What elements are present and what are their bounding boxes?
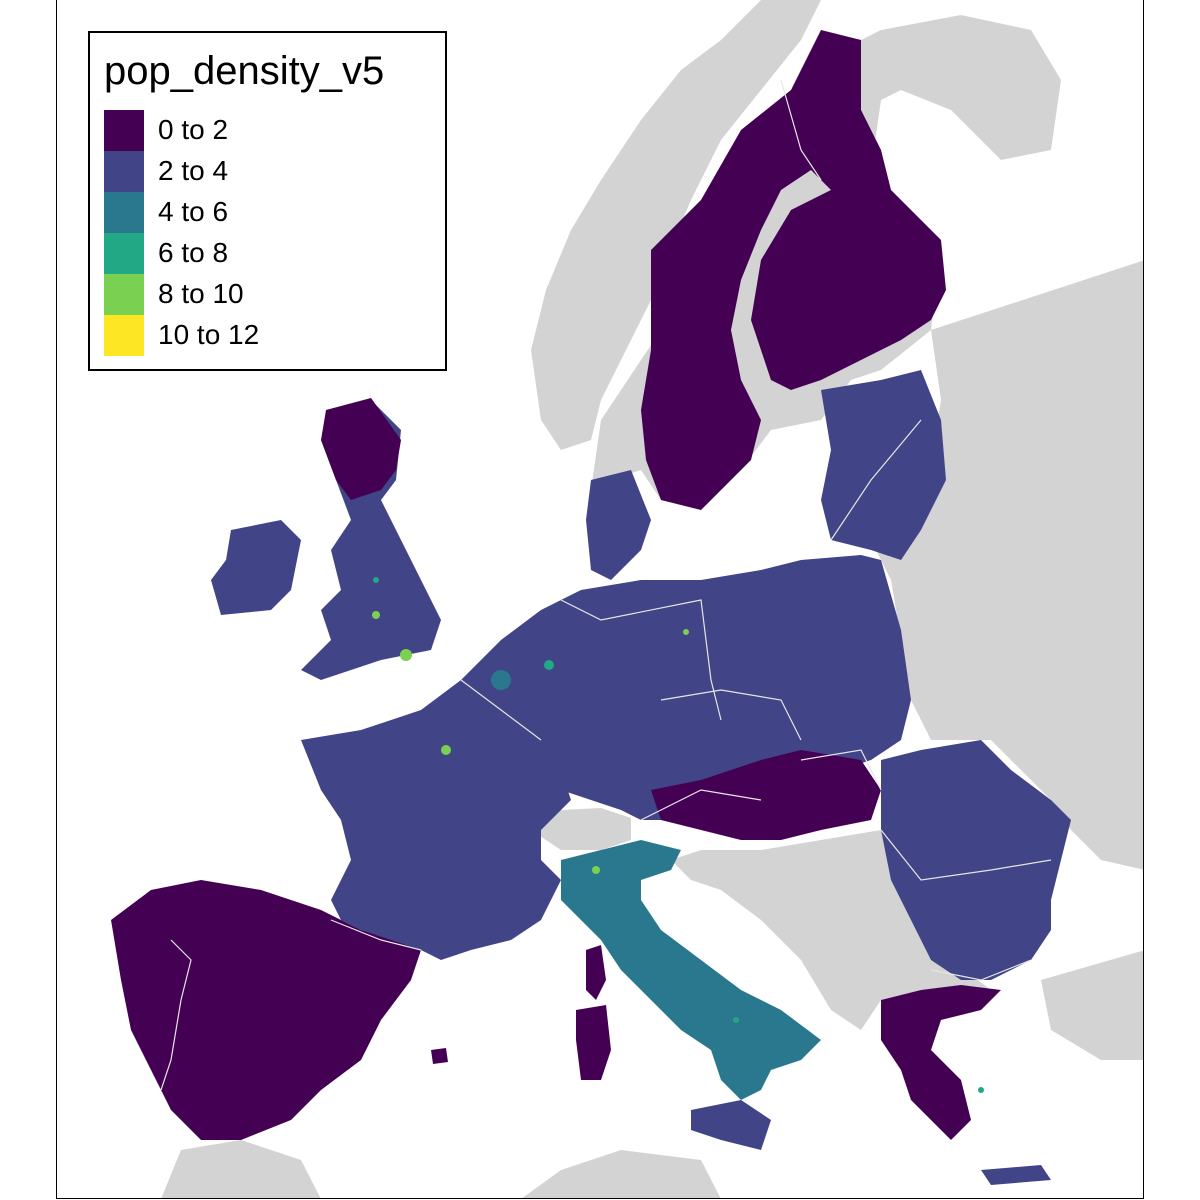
legend-swatch <box>104 192 144 233</box>
hotspot-london <box>400 649 412 661</box>
legend-title: pop_density_v5 <box>104 49 385 93</box>
legend-item: 10 to 12 <box>104 315 434 356</box>
greece <box>881 985 1001 1140</box>
legend-label: 2 to 4 <box>158 155 229 186</box>
legend-item: 0 to 2 <box>104 110 434 151</box>
hotspot-benelux <box>491 670 511 690</box>
romania-bulgaria <box>881 740 1071 980</box>
legend-label: 8 to 10 <box>158 278 244 309</box>
legend-swatch <box>104 315 144 356</box>
uk-scotland <box>321 398 401 500</box>
hotspot-berlin <box>683 629 689 635</box>
turkey <box>1041 950 1143 1060</box>
legend-swatch <box>104 151 144 192</box>
cyprus-islands <box>431 1048 448 1064</box>
denmark <box>586 470 651 580</box>
corsica <box>586 945 606 1000</box>
map-canvas[interactable] <box>57 0 1144 1199</box>
hotspot-ruhr <box>544 660 554 670</box>
ireland <box>211 520 301 615</box>
iberia <box>111 880 421 1140</box>
hotspot-manchester <box>373 577 379 583</box>
hotspot-milan <box>592 866 600 874</box>
legend-item: 4 to 6 <box>104 192 434 233</box>
legend-label: 0 to 2 <box>158 114 229 145</box>
national-borders <box>160 79 1052 1091</box>
legend-label: 10 to 12 <box>158 319 260 350</box>
legend-swatch <box>104 233 144 274</box>
sicily <box>691 1100 771 1150</box>
legend-item: 2 to 4 <box>104 151 434 192</box>
russia-belarus-ukraine <box>871 260 1143 870</box>
austria-hungary <box>651 750 881 840</box>
sweden-finland <box>641 30 946 510</box>
hotspot-naples <box>733 1017 739 1023</box>
north-africa <box>161 1140 321 1198</box>
urban-hotspots <box>372 577 984 1093</box>
legend-label: 6 to 8 <box>158 237 229 268</box>
hotspot-birmingham <box>372 611 380 619</box>
eu-regions <box>111 30 1071 1185</box>
map-frame[interactable] <box>56 0 1144 1199</box>
france <box>301 680 571 960</box>
legend-item: 6 to 8 <box>104 233 434 274</box>
italy <box>561 840 821 1100</box>
hotspot-paris <box>441 745 451 755</box>
crete <box>981 1165 1051 1185</box>
legend-swatch <box>104 110 144 151</box>
switzerland <box>531 808 631 850</box>
legend-label: 4 to 6 <box>158 196 229 227</box>
hotspot-athens <box>978 1087 984 1093</box>
map-legend: pop_density_v5 0 to 2 2 to 4 4 to 6 6 to 8 8… <box>88 31 447 371</box>
sardinia <box>576 1005 611 1080</box>
north-africa-east <box>522 1150 721 1198</box>
legend-swatch <box>104 274 144 315</box>
legend-item: 8 to 10 <box>104 274 434 315</box>
